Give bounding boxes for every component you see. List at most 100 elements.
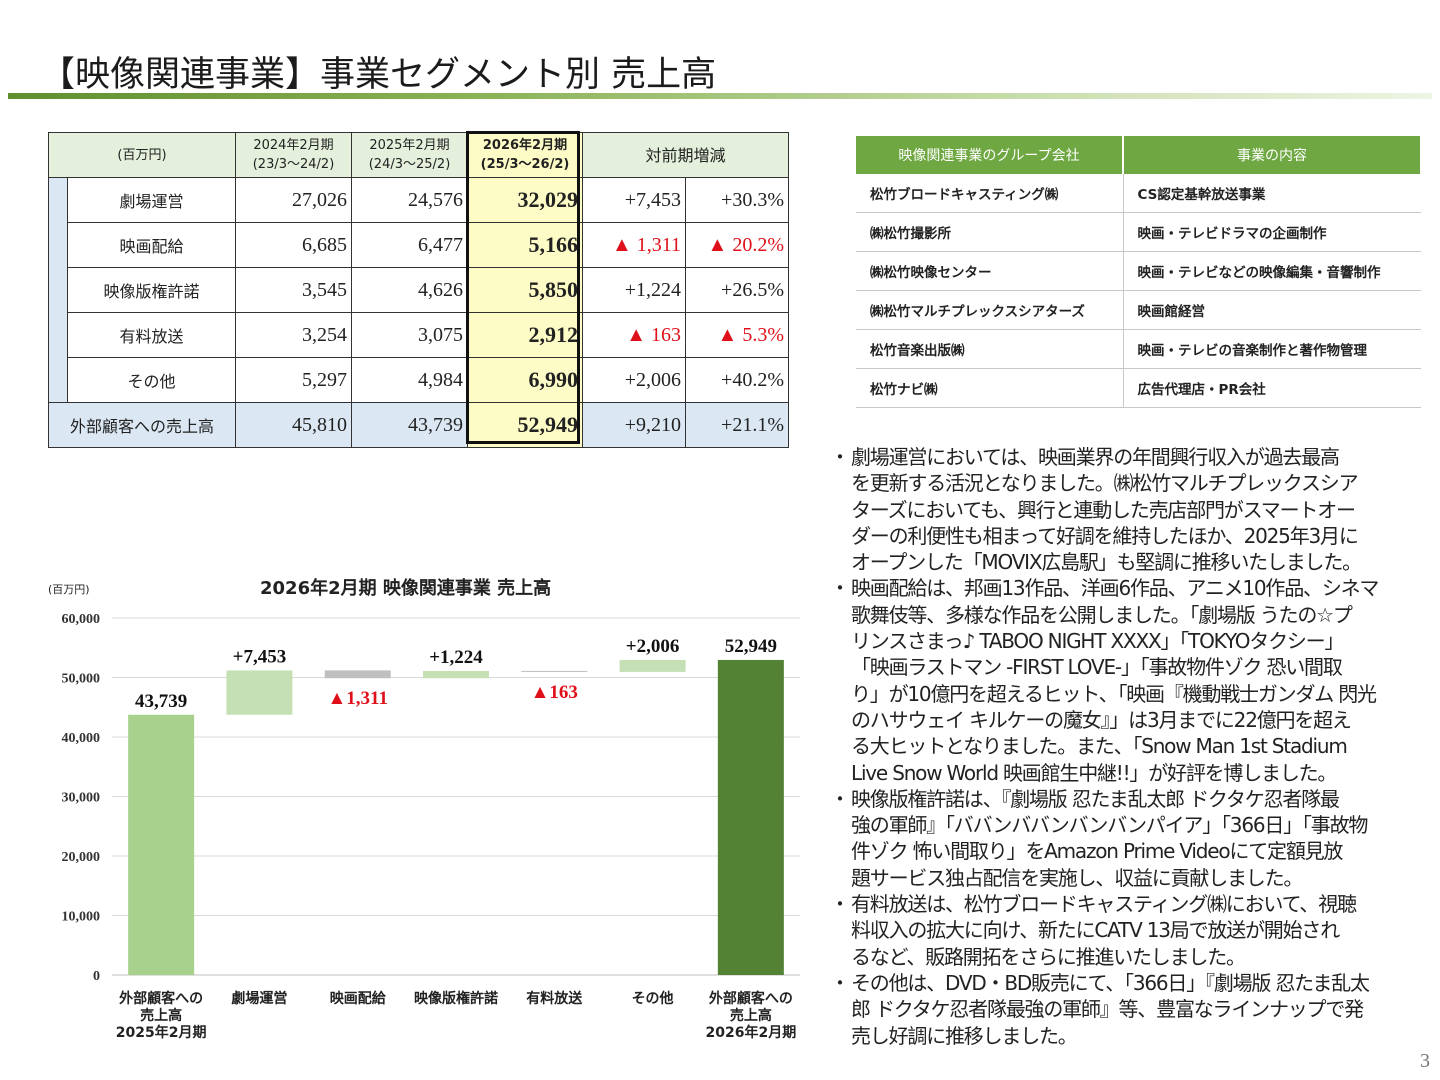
header-2026: 2026年2月期 (25/3～26/2) <box>467 132 583 178</box>
note-line: 件ゾク 怖い間取り」をAmazon Prime Videoにて定額見放 <box>851 839 1343 864</box>
cell-pct: +26.5% <box>685 267 789 313</box>
chart-bar <box>717 659 784 975</box>
x-category-label: 劇場運営 <box>231 990 287 1007</box>
note-line: 有料放送は、松竹ブロードキャスティング㈱において、視聴 <box>851 892 1357 917</box>
note-line: 「映画ラストマン -FIRST LOVE-」「事故物件ゾク 恐い間取 <box>851 655 1343 680</box>
x-category-label: 有料放送 <box>526 990 583 1007</box>
y-tick-label: 60,000 <box>62 612 101 627</box>
table-row-total: 外部顧客への売上高 45,810 43,739 52,949 +9,210 +2… <box>48 402 789 448</box>
x-category-label: 外部顧客への <box>709 990 793 1007</box>
chart-bar <box>619 659 686 672</box>
y-tick-label: 20,000 <box>62 850 101 865</box>
note-line: ターズにおいても、興行と連動した売店部門がスマートオー <box>851 497 1356 522</box>
cell-pct: +40.2% <box>685 357 789 403</box>
group-business: 映画・テレビの音楽制作と著作物管理 <box>1123 329 1421 369</box>
group-company: ㈱松竹撮影所 <box>856 212 1124 252</box>
y-tick-label: 10,000 <box>62 910 101 925</box>
row-label: その他 <box>67 357 236 403</box>
segment-group-bar <box>48 177 68 403</box>
note-line: オープンした「MOVIX広島駅」も堅調に推移いたしました。 <box>851 550 1362 575</box>
group-business: 映画・テレビドラマの企画制作 <box>1123 212 1421 252</box>
note-line: 売し好調に推移しました。 <box>851 1023 1078 1048</box>
group-row: 松竹ナビ㈱ 広告代理店・PR会社 <box>856 368 1421 408</box>
note-item: 有料放送は、松竹ブロードキャスティング㈱において、視聴料収入の拡大に向け、新たに… <box>830 891 1428 970</box>
table-header-row: (百万円) 2024年2月期 (23/3～24/2) 2025年2月期 (24/3～… <box>48 132 789 178</box>
cell-2026: 5,850 <box>467 267 583 313</box>
cell-diff: +2,006 <box>582 357 686 403</box>
table-row: 有料放送 3,254 3,075 2,912 ▲ 163 ▲ 5.3% <box>49 312 789 358</box>
total-2025: 43,739 <box>351 402 468 448</box>
commentary-text: 劇場運営においては、映画業界の年間興行収入が過去最高を更新する活況となりました。… <box>830 444 1428 1049</box>
group-business: 映画館経営 <box>1123 290 1421 330</box>
cell-pct: ▲ 20.2% <box>685 222 789 268</box>
note-line: 歌舞伎等、多様な作品を公開しました。「劇場版 うたの☆プ <box>851 602 1353 627</box>
cell-2026: 32,029 <box>467 177 583 223</box>
group-company: ㈱松竹映像センター <box>856 251 1124 291</box>
table-row: 劇場運営 27,026 24,576 32,029 +7,453 +30.3% <box>48 177 789 403</box>
note-item: 映画配給は、邦画13作品、洋画6作品、アニメ10作品、シネマ歌舞伎等、多様な作品… <box>830 575 1428 785</box>
note-item: その他は、DVD・BD販売にて、「366日」『劇場版 忍たま乱太郎 ドクタケ忍者… <box>830 970 1428 1049</box>
note-line: 映像版権許諾は、『劇場版 忍たま乱太郎 ドクタケ忍者隊最 <box>851 786 1340 811</box>
chart-bar <box>521 670 588 672</box>
cell-2025: 3,075 <box>351 312 468 358</box>
group-company: 松竹ブロードキャスティング㈱ <box>856 174 1124 213</box>
chart-bar <box>128 714 195 975</box>
cell-pct: +30.3% <box>685 177 789 223</box>
title-underline <box>8 93 1432 99</box>
group-business: 映画・テレビなどの映像編集・音響制作 <box>1123 251 1421 291</box>
x-category-label: 2026年2月期 <box>705 1024 796 1041</box>
x-category-label: 2025年2月期 <box>116 1024 207 1041</box>
cell-diff: ▲ 1,311 <box>582 222 686 268</box>
note-line: 料収入の拡大に向け、新たにCATV 13局で放送が開始され <box>851 918 1340 943</box>
data-label: 43,739 <box>135 691 187 712</box>
row-label: 映画配給 <box>67 222 236 268</box>
group-row: ㈱松竹映像センター 映画・テレビなどの映像編集・音響制作 <box>856 251 1421 291</box>
data-label: ▲1,311 <box>327 688 388 709</box>
y-tick-label: 50,000 <box>62 672 101 687</box>
total-label: 外部顧客への売上高 <box>48 402 236 448</box>
cell-2024: 27,026 <box>235 177 352 223</box>
group-row: ㈱松竹マルチプレックスシアターズ 映画館経営 <box>856 290 1421 330</box>
x-category-label: 売上高 <box>730 1007 772 1024</box>
table-row: その他 5,297 4,984 6,990 +2,006 +40.2% <box>49 357 789 403</box>
cell-2025: 6,477 <box>351 222 468 268</box>
group-row: 松竹ブロードキャスティング㈱ CS認定基幹放送事業 <box>856 174 1421 213</box>
x-category-label: その他 <box>632 990 674 1007</box>
cell-2024: 6,685 <box>235 222 352 268</box>
cell-2025: 24,576 <box>351 177 468 223</box>
note-line: リンスさまっ♪ TABOO NIGHT XXXX」「TOKYOタクシー」 <box>851 629 1344 654</box>
cell-2025: 4,984 <box>351 357 468 403</box>
note-line: 題サービス独占配信を実施し、収益に貢献しました。 <box>851 865 1303 890</box>
cell-2026: 2,912 <box>467 312 583 358</box>
note-line: ダーの利便性も相まって好調を維持したほか、2025年3月に <box>851 523 1359 548</box>
unit-header: (百万円) <box>48 132 236 178</box>
cell-2026: 5,166 <box>467 222 583 268</box>
cell-2026: 6,990 <box>467 357 583 403</box>
total-2024: 45,810 <box>235 402 352 448</box>
data-label: 52,949 <box>725 636 777 657</box>
note-item: 映像版権許諾は、『劇場版 忍たま乱太郎 ドクタケ忍者隊最強の軍師』「ババンババン… <box>830 786 1428 891</box>
note-line: 劇場運営においては、映画業界の年間興行収入が過去最高 <box>851 445 1340 469</box>
chart-bar <box>423 670 489 679</box>
note-line: り」が10億円を超えるヒット、「映画『機動戦士ガンダム 閃光 <box>851 681 1377 706</box>
group-business: CS認定基幹放送事業 <box>1123 174 1421 213</box>
page-number: 3 <box>1420 1050 1430 1072</box>
total-2026: 52,949 <box>467 402 583 448</box>
note-line: るなど、販路開拓をさらに推進いたしました。 <box>851 944 1246 969</box>
group-company: 松竹ナビ㈱ <box>856 368 1124 408</box>
cell-2024: 3,254 <box>235 312 352 358</box>
header-2025: 2025年2月期 (24/3～25/2) <box>351 132 468 178</box>
cell-2024: 5,297 <box>235 357 352 403</box>
table-row: 映画配給 6,685 6,477 5,166 ▲ 1,311 ▲ 20.2% <box>49 222 789 268</box>
cell-diff: +7,453 <box>582 177 686 223</box>
row-label: 有料放送 <box>67 312 236 358</box>
note-line: Live Snow World 映画館生中継!!」が好評を博しました。 <box>851 760 1337 785</box>
segment-sales-table: (百万円) 2024年2月期 (23/3～24/2) 2025年2月期 (24/3～… <box>48 132 789 448</box>
cell-pct: ▲ 5.3% <box>685 312 789 358</box>
group-row: ㈱松竹撮影所 映画・テレビドラマの企画制作 <box>856 212 1421 252</box>
y-tick-label: 40,000 <box>62 731 101 746</box>
row-label: 映像版権許諾 <box>67 267 236 313</box>
group-header-company: 映像関連事業のグループ会社 <box>856 136 1124 174</box>
group-company: ㈱松竹マルチプレックスシアターズ <box>856 290 1124 330</box>
note-line: を更新する活況となりました。㈱松竹マルチプレックスシア <box>851 471 1359 496</box>
